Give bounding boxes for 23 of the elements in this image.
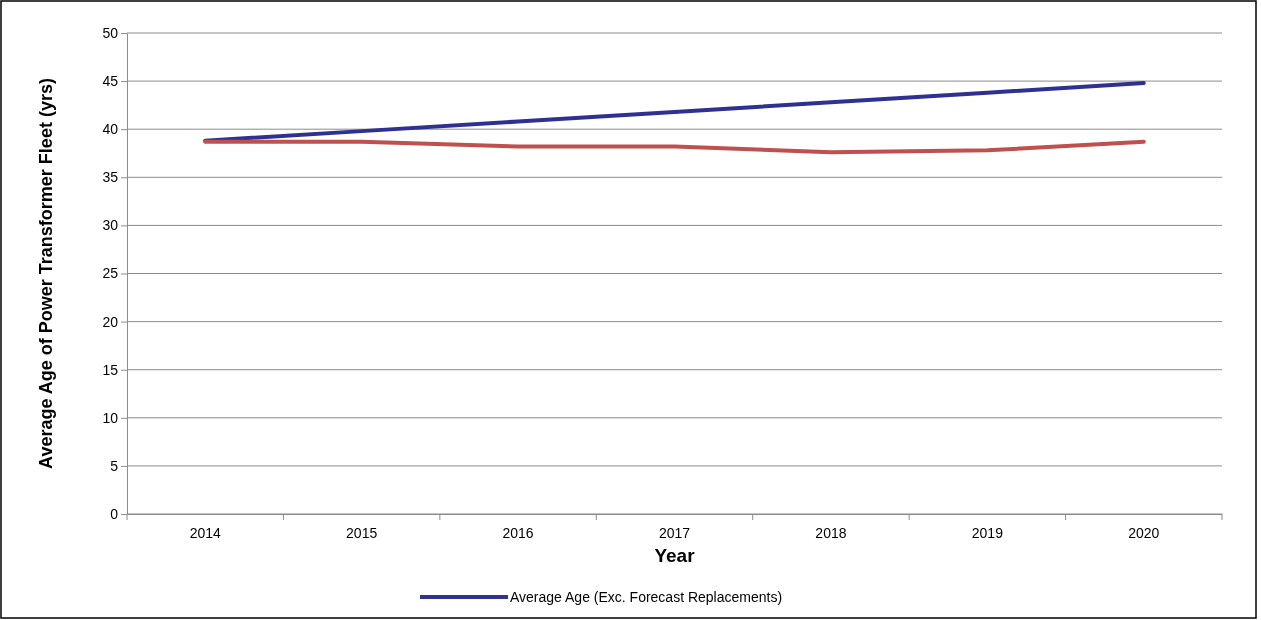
line-series <box>203 139 1146 155</box>
y-tick-label: 35 <box>102 169 119 186</box>
x-tick-label: 2020 <box>1128 524 1160 541</box>
y-axis-title: Average Age of Power Transformer Fleet (yrs) <box>36 78 56 469</box>
y-tick-label: 0 <box>110 505 119 522</box>
y-tick-label: 25 <box>102 265 119 282</box>
y-tick-label: 5 <box>110 457 119 474</box>
y-tick-label: 30 <box>102 217 119 234</box>
x-tick-label: 2014 <box>189 524 221 541</box>
y-tick-label: 40 <box>102 121 119 138</box>
y-tick-label: 10 <box>102 409 119 426</box>
y-tick-label: 15 <box>102 361 119 378</box>
x-tick-label: 2019 <box>971 524 1004 541</box>
y-tick-label: 45 <box>102 73 119 90</box>
text: Average Age (Exc. Forecast Replacements) <box>510 589 783 605</box>
x-axis-title: Year <box>654 545 696 566</box>
y-tick-label: 50 <box>102 24 119 41</box>
y-tick-label: 20 <box>102 313 119 330</box>
x-tick-label: 2017 <box>658 524 691 541</box>
x-tick-label: 2016 <box>502 524 534 541</box>
line-series <box>203 81 1146 143</box>
x-tick-label: 2015 <box>346 524 378 541</box>
x-tick-label: 2018 <box>815 524 847 541</box>
